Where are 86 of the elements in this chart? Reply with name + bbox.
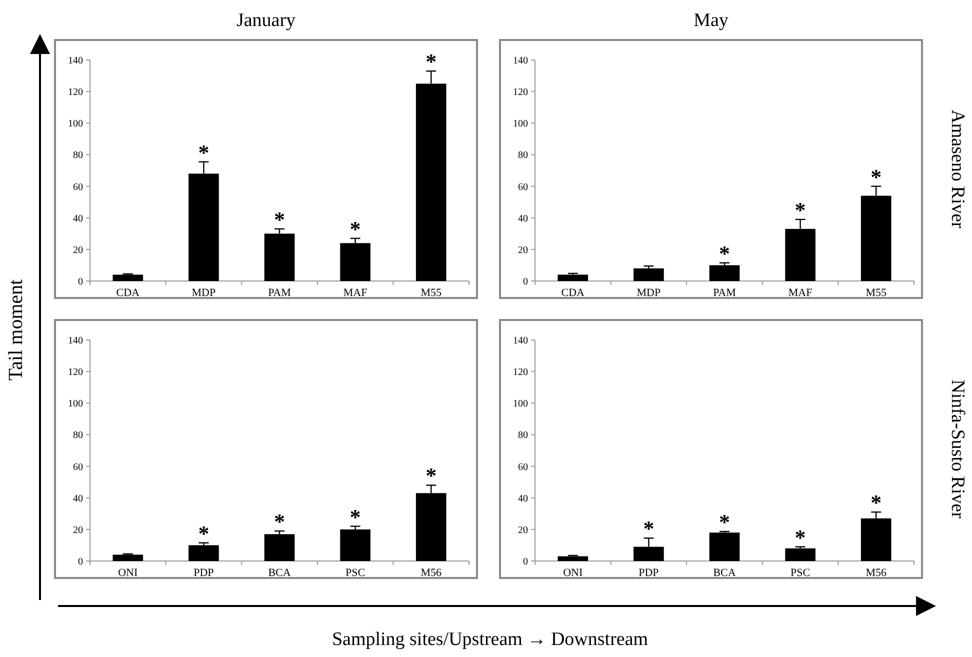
x-tick-label: ONI xyxy=(563,567,584,579)
y-tick-label: 140 xyxy=(513,336,528,346)
y-tick-label: 40 xyxy=(518,493,528,504)
x-tick-label: PDP xyxy=(638,567,659,579)
bar xyxy=(340,529,370,561)
y-tick-label: 20 xyxy=(73,244,83,256)
annotation: * xyxy=(794,197,806,222)
x-tick-label: MDP xyxy=(192,287,216,299)
y-tick-label: 60 xyxy=(73,462,83,473)
y-tick-label: 60 xyxy=(518,462,528,473)
bar xyxy=(112,554,144,561)
y-tick-label: 120 xyxy=(68,367,83,378)
bar xyxy=(558,556,588,561)
annotation: * xyxy=(643,516,654,542)
y-tick-label: 120 xyxy=(68,87,83,98)
bar xyxy=(634,268,664,281)
x-tick-label: PAM xyxy=(268,287,292,299)
y-axis-title: Tail moment xyxy=(5,278,27,381)
annotation: * xyxy=(426,49,437,74)
bar xyxy=(264,534,295,561)
x-tick-label: PSC xyxy=(346,567,366,579)
y-tick-label: 140 xyxy=(513,56,528,66)
annotation: * xyxy=(350,216,361,242)
y-tick-label: 80 xyxy=(73,430,83,442)
y-tick-label: 40 xyxy=(73,493,83,504)
bar xyxy=(340,243,370,281)
y-tick-label: 80 xyxy=(73,150,83,162)
y-tick-label: 120 xyxy=(513,367,528,378)
bar xyxy=(785,548,816,561)
x-tick-label: CDA xyxy=(116,287,140,299)
y-tick-label: 20 xyxy=(73,524,83,536)
x-tick-label: M55 xyxy=(420,287,442,299)
x-tick-label: MAF xyxy=(343,287,368,299)
y-tick-label: 100 xyxy=(68,118,83,130)
x-tick-label: BCA xyxy=(713,567,736,579)
x-tick-label: PSC xyxy=(790,567,810,579)
bar xyxy=(709,532,740,561)
y-tick-label: 80 xyxy=(518,150,528,162)
annotation: * xyxy=(870,164,882,190)
y-tick-label: 120 xyxy=(513,87,528,98)
x-tick-label: MAF xyxy=(788,287,812,299)
y-tick-label: 0 xyxy=(523,276,528,288)
bar xyxy=(558,274,588,281)
annotation: * xyxy=(274,206,285,232)
x-tick-label: PDP xyxy=(194,567,214,579)
y-tick-label: 20 xyxy=(518,524,528,536)
y-tick-label: 0 xyxy=(78,276,83,288)
y2-axis-title: Ninfa-Susto River xyxy=(947,380,968,520)
bar xyxy=(264,234,295,281)
y-tick-label: 80 xyxy=(518,430,528,442)
bar xyxy=(112,274,144,281)
bar xyxy=(709,265,740,281)
annotation: * xyxy=(719,509,730,534)
y-tick-label: 140 xyxy=(68,56,83,66)
y-tick-label: 20 xyxy=(518,244,528,256)
y-tick-label: 100 xyxy=(68,398,83,410)
y-tick-label: 100 xyxy=(513,398,528,410)
x-tick-label: M55 xyxy=(866,287,887,299)
y-tick-label: 0 xyxy=(523,556,528,568)
annotation: * xyxy=(274,509,285,534)
y-tick-label: 0 xyxy=(78,556,83,568)
chart-title: May xyxy=(694,10,729,31)
y-tick-label: 60 xyxy=(73,182,83,193)
bar xyxy=(188,545,219,561)
annotation: * xyxy=(350,504,361,530)
y-tick-label: 100 xyxy=(513,118,528,130)
annotation: * xyxy=(719,240,730,266)
y2-axis-title: Amaseno River xyxy=(947,110,968,230)
x-axis-title: Sampling sites/Upstream → Downstream xyxy=(332,629,648,650)
annotation: * xyxy=(198,140,210,165)
chart-title: January xyxy=(236,10,296,31)
annotation: * xyxy=(426,463,437,488)
x-tick-label: M56 xyxy=(866,567,887,579)
x-tick-label: MDP xyxy=(636,287,661,299)
annotation: * xyxy=(870,490,882,516)
annotation: * xyxy=(794,524,806,550)
x-tick-label: M56 xyxy=(420,567,442,579)
x-tick-label: PAM xyxy=(713,287,736,299)
annotation: * xyxy=(198,520,210,546)
x-tick-label: CDA xyxy=(561,287,585,299)
y-tick-label: 140 xyxy=(68,336,83,346)
y-tick-label: 60 xyxy=(518,182,528,193)
y-tick-label: 40 xyxy=(518,213,528,224)
x-tick-label: BCA xyxy=(268,567,291,579)
x-tick-label: ONI xyxy=(118,567,138,579)
y-tick-label: 40 xyxy=(73,213,83,224)
